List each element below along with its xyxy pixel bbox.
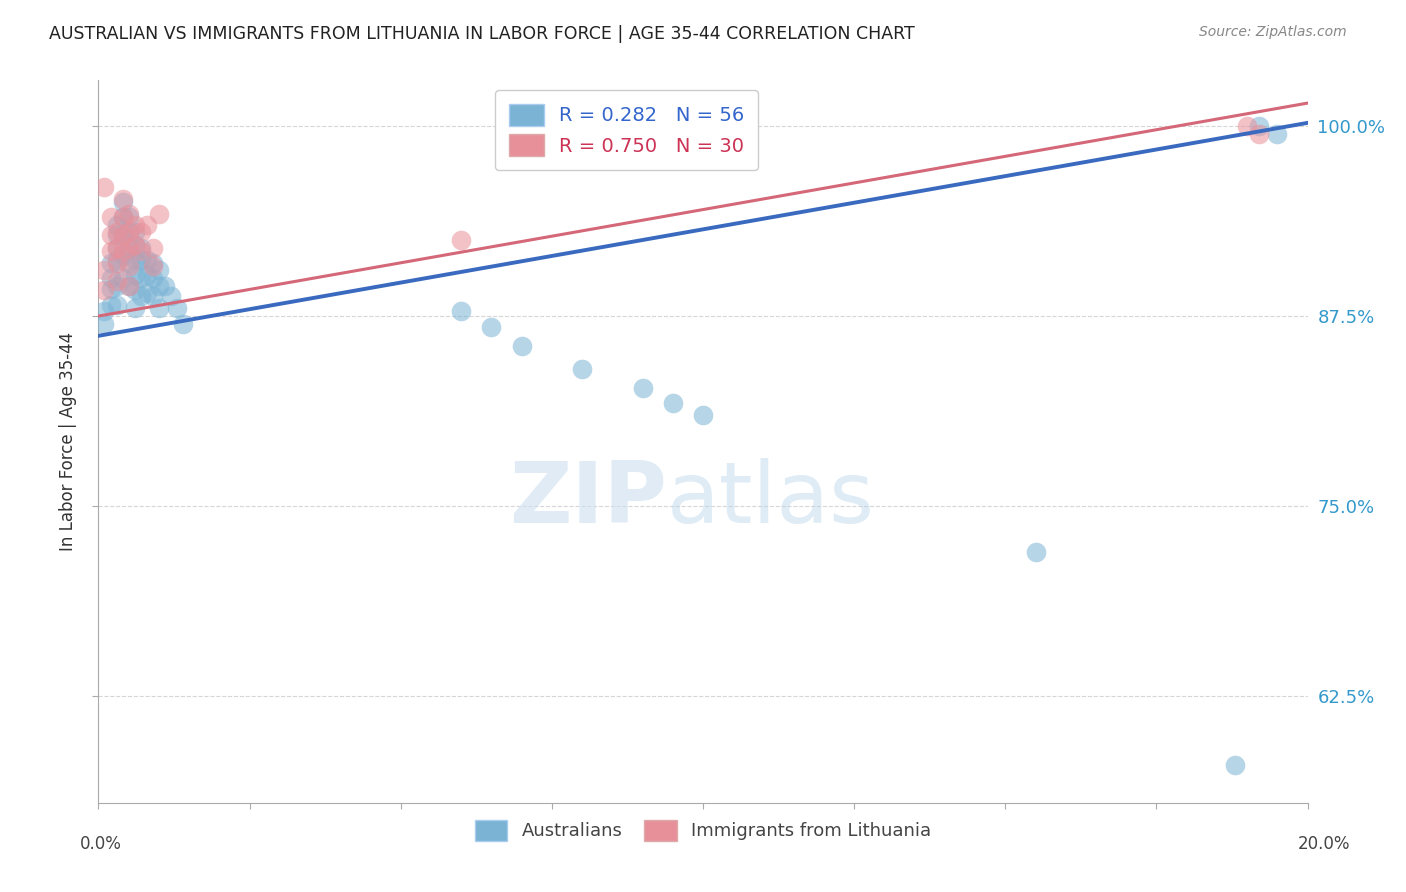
- Point: [111, 228, 134, 243]
- Text: Source: ZipAtlas.com: Source: ZipAtlas.com: [1199, 25, 1347, 39]
- Point: [571, 362, 593, 376]
- Point: [153, 278, 176, 293]
- Point: [100, 271, 122, 285]
- Point: [631, 380, 654, 394]
- Point: [124, 237, 146, 252]
- Point: [118, 278, 141, 293]
- Point: [142, 256, 165, 270]
- Point: [160, 289, 183, 303]
- Point: [692, 408, 714, 422]
- Point: [118, 226, 141, 240]
- Point: [100, 256, 122, 270]
- Point: [124, 218, 146, 232]
- Point: [124, 226, 146, 240]
- Point: [1236, 119, 1258, 133]
- Text: 20.0%: 20.0%: [1298, 835, 1351, 853]
- Point: [105, 226, 128, 240]
- Point: [105, 218, 128, 232]
- Point: [129, 271, 152, 285]
- Point: [100, 244, 122, 258]
- Point: [124, 301, 146, 316]
- Text: ZIP: ZIP: [509, 458, 666, 541]
- Point: [1249, 127, 1271, 141]
- Point: [450, 233, 472, 247]
- Point: [1223, 757, 1246, 772]
- Point: [93, 179, 115, 194]
- Point: [100, 210, 122, 224]
- Point: [135, 268, 157, 282]
- Point: [105, 252, 128, 267]
- Point: [172, 317, 194, 331]
- Point: [1249, 119, 1271, 133]
- Text: 0.0%: 0.0%: [80, 835, 122, 853]
- Point: [124, 252, 146, 267]
- Point: [93, 263, 115, 277]
- Point: [135, 286, 157, 301]
- Point: [105, 256, 128, 270]
- Point: [105, 278, 128, 293]
- Point: [142, 289, 165, 303]
- Point: [93, 304, 115, 318]
- Point: [661, 396, 683, 410]
- Text: atlas: atlas: [666, 458, 875, 541]
- Point: [105, 241, 128, 255]
- Point: [111, 210, 134, 224]
- Point: [510, 339, 533, 353]
- Point: [135, 252, 157, 267]
- Point: [100, 298, 122, 312]
- Point: [111, 192, 134, 206]
- Point: [1024, 545, 1046, 559]
- Point: [148, 207, 170, 221]
- Point: [118, 226, 141, 240]
- Point: [118, 241, 141, 255]
- Point: [135, 218, 157, 232]
- Point: [124, 237, 146, 252]
- Point: [118, 207, 141, 221]
- Point: [129, 241, 152, 255]
- Point: [124, 268, 146, 282]
- Point: [105, 241, 128, 255]
- Point: [148, 301, 170, 316]
- Point: [111, 248, 134, 262]
- Point: [129, 226, 152, 240]
- Point: [105, 298, 128, 312]
- Point: [142, 241, 165, 255]
- Point: [124, 283, 146, 297]
- Point: [148, 263, 170, 277]
- Legend: Australians, Immigrants from Lithuania: Australians, Immigrants from Lithuania: [468, 813, 938, 848]
- Y-axis label: In Labor Force | Age 35-44: In Labor Force | Age 35-44: [59, 332, 77, 551]
- Text: AUSTRALIAN VS IMMIGRANTS FROM LITHUANIA IN LABOR FORCE | AGE 35-44 CORRELATION C: AUSTRALIAN VS IMMIGRANTS FROM LITHUANIA …: [49, 25, 915, 43]
- Point: [111, 271, 134, 285]
- Point: [93, 317, 115, 331]
- Point: [93, 283, 115, 297]
- Point: [111, 228, 134, 243]
- Point: [105, 274, 128, 288]
- Point: [148, 278, 170, 293]
- Point: [111, 210, 134, 224]
- Point: [129, 289, 152, 303]
- Point: [129, 252, 152, 267]
- Point: [481, 319, 503, 334]
- Point: [100, 282, 122, 296]
- Point: [118, 241, 141, 255]
- Point: [1267, 127, 1289, 141]
- Point: [142, 271, 165, 285]
- Point: [118, 256, 141, 270]
- Point: [105, 228, 128, 243]
- Point: [118, 259, 141, 273]
- Point: [129, 244, 152, 258]
- Point: [111, 194, 134, 209]
- Point: [118, 210, 141, 224]
- Point: [142, 259, 165, 273]
- Point: [100, 228, 122, 243]
- Point: [111, 244, 134, 258]
- Point: [118, 278, 141, 293]
- Point: [166, 301, 188, 316]
- Point: [450, 304, 472, 318]
